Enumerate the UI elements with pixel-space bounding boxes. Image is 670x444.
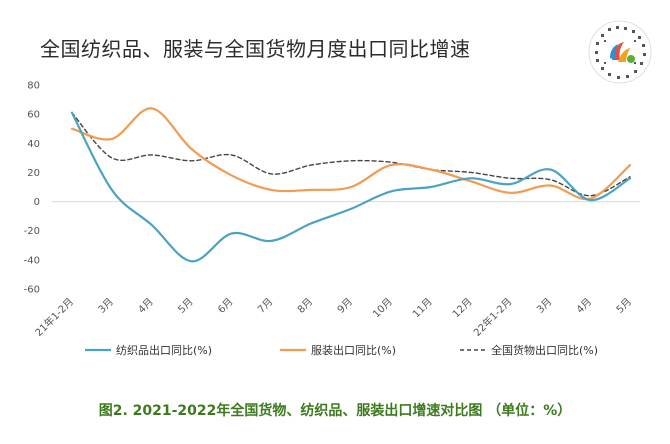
x-tick-label: 5月 <box>614 296 634 316</box>
legend-item-1: 服装出口同比(%) <box>280 343 396 357</box>
x-tick-label: 5月 <box>176 296 196 316</box>
qr-code-logo <box>588 20 652 84</box>
legend-label: 全国货物出口同比(%) <box>491 343 598 357</box>
legend-item-0: 纺织品出口同比(%) <box>85 343 212 357</box>
line-chart: 80 60 40 20 0 -20 -40 -60 21年1-2月 3月 4月 5月 6月 7月 8月 9月… <box>24 81 640 357</box>
x-tick-label: 7月 <box>255 296 275 316</box>
series-lines <box>70 107 632 263</box>
x-tick-label: 6月 <box>215 296 235 316</box>
x-tick-label: 9月 <box>335 296 355 316</box>
series-line-1 <box>70 107 632 201</box>
legend-label: 纺织品出口同比(%) <box>116 343 212 357</box>
y-tick-label: -40 <box>24 255 40 266</box>
y-axis: 80 60 40 20 0 -20 -40 -60 <box>24 81 40 296</box>
chart-title: 全国纺织品、服装与全国货物月度出口同比增速 <box>40 37 471 61</box>
legend-label: 服装出口同比(%) <box>311 343 396 357</box>
x-tick-label: 4月 <box>574 296 594 316</box>
y-tick-label: 20 <box>27 168 40 179</box>
x-tick-label: 22年1-2月 <box>471 295 515 339</box>
y-tick-label: 0 <box>34 197 40 208</box>
x-tick-label: 12月 <box>450 296 475 321</box>
y-tick-label: 40 <box>27 139 40 150</box>
x-tick-label: 11月 <box>410 296 435 321</box>
legend-item-2: 全国货物出口同比(%) <box>460 343 598 357</box>
y-tick-label: -20 <box>24 226 40 237</box>
y-tick-label: 60 <box>27 110 40 121</box>
y-tick-label: -60 <box>24 285 40 296</box>
legend: 纺织品出口同比(%) 服装出口同比(%) 全国货物出口同比(%) <box>85 343 598 357</box>
figure-caption: 图2. 2021-2022年全国货物、纺织品、服装出口增速对比图 （单位：%） <box>98 403 572 419</box>
y-tick-label: 80 <box>27 81 40 92</box>
x-tick-label: 10月 <box>370 296 395 321</box>
x-tick-label: 4月 <box>136 296 156 316</box>
x-tick-label: 21年1-2月 <box>32 295 76 339</box>
series-line-2 <box>71 112 631 197</box>
x-tick-label: 8月 <box>295 296 315 316</box>
x-tick-label: 3月 <box>534 296 554 316</box>
series-line-0 <box>70 111 632 263</box>
x-tick-label: 3月 <box>96 296 116 316</box>
